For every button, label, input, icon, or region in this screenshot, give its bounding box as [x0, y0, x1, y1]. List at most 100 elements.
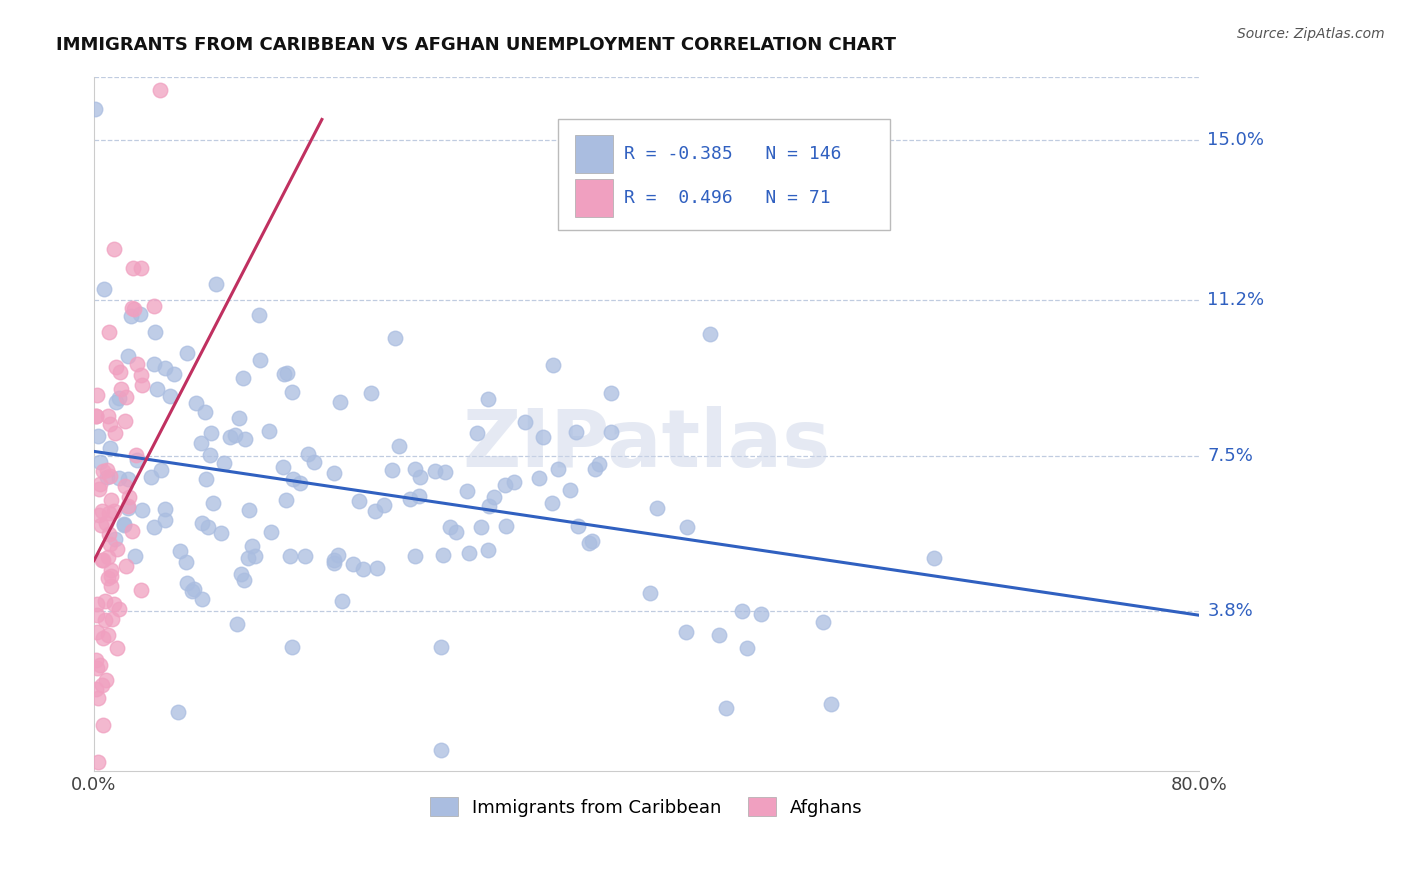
Point — [129, 582, 152, 597]
Point — [323, 557, 346, 571]
Point — [513, 415, 536, 429]
Point — [430, 742, 453, 756]
Point — [97, 409, 120, 423]
Point — [531, 430, 554, 444]
Point — [205, 277, 228, 291]
Point — [675, 624, 697, 639]
Point — [186, 396, 208, 410]
Point — [94, 516, 117, 530]
Point — [581, 534, 603, 549]
Point — [423, 464, 446, 478]
Point — [233, 432, 256, 446]
Point — [90, 504, 112, 518]
Point — [143, 357, 166, 371]
Point — [89, 476, 111, 491]
Point — [470, 520, 492, 534]
Point — [105, 395, 128, 409]
Point — [142, 520, 165, 534]
Point — [100, 579, 122, 593]
Point — [91, 718, 114, 732]
Point — [100, 563, 122, 577]
Point — [247, 308, 270, 322]
Point — [117, 500, 139, 514]
Point — [276, 366, 298, 380]
Point — [87, 508, 110, 522]
Point — [373, 498, 395, 512]
Point — [212, 456, 235, 470]
Point — [97, 506, 120, 520]
Point — [190, 436, 212, 450]
Text: IMMIGRANTS FROM CARIBBEAN VS AFGHAN UNEMPLOYMENT CORRELATION CHART: IMMIGRANTS FROM CARIBBEAN VS AFGHAN UNEM… — [56, 36, 896, 54]
Point — [478, 499, 501, 513]
Point — [218, 430, 240, 444]
Point — [149, 83, 172, 97]
Point — [101, 612, 124, 626]
Point — [190, 591, 212, 606]
Point — [541, 358, 564, 372]
Point — [477, 542, 499, 557]
Point — [243, 549, 266, 563]
Point — [125, 358, 148, 372]
Point — [232, 371, 254, 385]
Point — [108, 602, 131, 616]
Point — [294, 549, 316, 563]
Point — [276, 493, 298, 508]
Point — [155, 501, 177, 516]
Point — [117, 472, 139, 486]
Point — [465, 425, 488, 440]
Point — [342, 557, 364, 571]
Point — [578, 535, 600, 549]
Text: 7.5%: 7.5% — [1208, 447, 1253, 465]
Point — [124, 302, 146, 317]
Point — [108, 392, 131, 406]
Point — [89, 657, 111, 672]
Point — [749, 607, 772, 622]
Text: 3.8%: 3.8% — [1208, 602, 1253, 620]
Point — [104, 425, 127, 440]
Point — [98, 536, 121, 550]
Point — [94, 593, 117, 607]
Point — [145, 382, 167, 396]
Point — [567, 519, 589, 533]
Point — [200, 426, 222, 441]
Point — [86, 653, 108, 667]
Point — [96, 463, 118, 477]
Point — [176, 576, 198, 591]
Point — [565, 425, 588, 439]
Point — [84, 681, 107, 696]
Point — [110, 383, 132, 397]
Point — [131, 503, 153, 517]
Point — [503, 475, 526, 490]
Point — [228, 410, 250, 425]
Point — [820, 697, 842, 711]
Point — [176, 346, 198, 360]
Point — [432, 548, 454, 562]
Point — [96, 470, 118, 484]
Point — [281, 472, 304, 486]
Text: Source: ZipAtlas.com: Source: ZipAtlas.com — [1237, 27, 1385, 41]
Point — [155, 513, 177, 527]
Point — [297, 447, 319, 461]
Point — [169, 544, 191, 558]
Point — [97, 571, 120, 585]
Point — [494, 478, 516, 492]
Point — [352, 562, 374, 576]
Point — [709, 628, 731, 642]
Point — [676, 519, 699, 533]
Point — [150, 463, 173, 477]
Point — [439, 520, 461, 534]
Point — [115, 390, 138, 404]
Point — [183, 582, 205, 596]
Point — [93, 282, 115, 296]
Point — [86, 429, 108, 443]
Point — [195, 472, 218, 486]
Point — [97, 527, 120, 541]
Point — [326, 549, 349, 563]
Point — [155, 360, 177, 375]
Point — [143, 325, 166, 339]
Point — [202, 496, 225, 510]
Text: R =  0.496   N = 71: R = 0.496 N = 71 — [624, 189, 831, 208]
Point — [98, 417, 121, 431]
Point — [114, 414, 136, 428]
Point — [112, 517, 135, 532]
